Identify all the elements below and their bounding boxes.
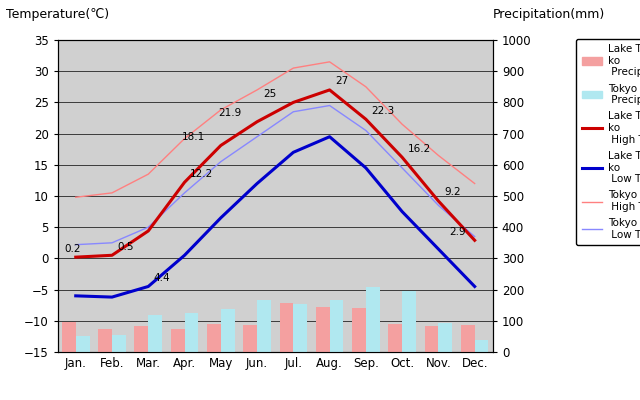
Legend: Lake Tazawa-
ko
 Precipitation, Tokyo
 Precipitation, Lake Tazawa-
ko
 High Temp: Lake Tazawa- ko Precipitation, Tokyo Pre… [577, 39, 640, 245]
Bar [366, 287, 380, 352]
Bar [352, 308, 366, 352]
Text: 9.2: 9.2 [444, 188, 461, 198]
Text: 22.3: 22.3 [371, 106, 395, 116]
Text: Precipitation(mm): Precipitation(mm) [493, 8, 605, 21]
Bar [62, 322, 76, 352]
Bar [98, 329, 112, 352]
Text: 27: 27 [335, 76, 348, 86]
Bar [461, 324, 475, 352]
Text: 18.1: 18.1 [182, 132, 205, 142]
Bar [316, 307, 330, 352]
Bar [171, 329, 184, 352]
Bar [388, 324, 402, 352]
Text: 4.4: 4.4 [154, 273, 170, 283]
Bar [184, 313, 198, 352]
Bar [221, 309, 235, 352]
Text: 25: 25 [263, 89, 276, 99]
Text: 21.9: 21.9 [218, 108, 241, 118]
Text: 2.9: 2.9 [450, 227, 467, 237]
Bar [257, 300, 271, 352]
Bar [438, 323, 452, 352]
Bar [76, 336, 90, 352]
Bar [280, 303, 293, 352]
Bar [475, 340, 488, 352]
Text: 12.2: 12.2 [190, 169, 213, 179]
Bar [134, 326, 148, 352]
Bar [293, 304, 307, 352]
Bar [112, 334, 126, 352]
Text: 0.2: 0.2 [65, 244, 81, 254]
Text: Temperature(℃): Temperature(℃) [6, 8, 109, 21]
Bar [207, 324, 221, 352]
Bar [424, 326, 438, 352]
Text: 16.2: 16.2 [408, 144, 431, 154]
Text: 0.5: 0.5 [118, 242, 134, 252]
Bar [148, 316, 162, 352]
Bar [243, 325, 257, 352]
Bar [402, 290, 416, 352]
Bar [330, 300, 344, 352]
